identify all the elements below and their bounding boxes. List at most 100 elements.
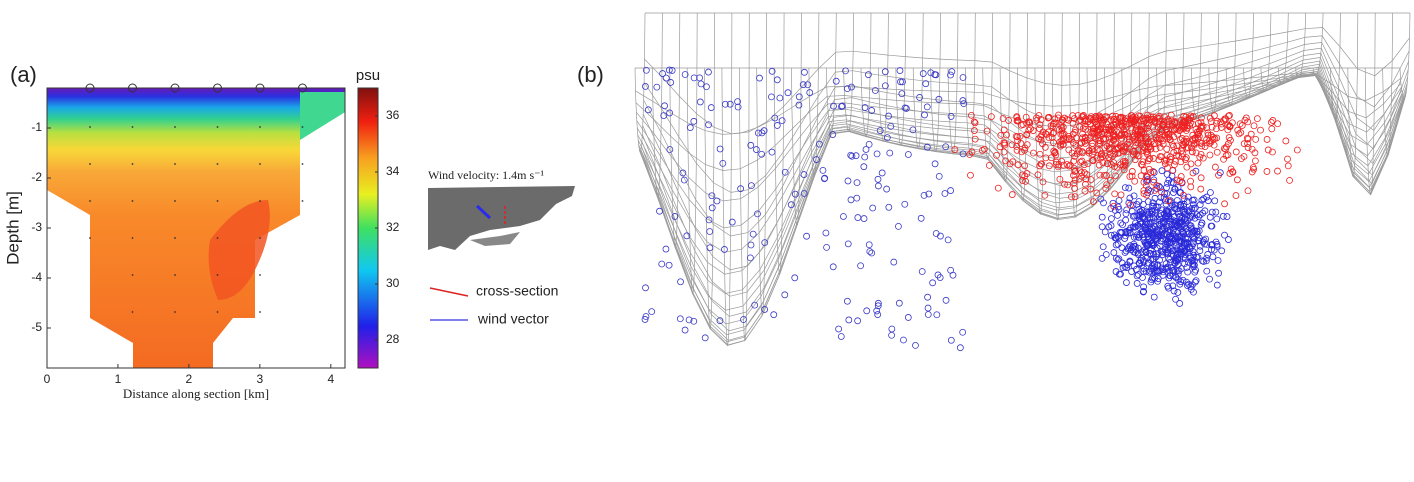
particle <box>691 118 697 124</box>
particle <box>875 312 881 318</box>
particle <box>874 151 880 157</box>
panel-a: (a)01234-5-4-3-2-1Distance along section… <box>3 62 399 401</box>
particle <box>854 195 860 201</box>
particle <box>922 112 928 118</box>
panel-label: (b) <box>577 62 604 87</box>
particle <box>1184 164 1190 170</box>
particle <box>1248 131 1254 137</box>
particle <box>1204 268 1210 274</box>
particle <box>948 337 954 343</box>
particle <box>866 242 872 248</box>
particle <box>1208 119 1214 125</box>
particle <box>896 300 902 306</box>
particle <box>1123 280 1129 286</box>
mesh-line <box>1191 13 1201 119</box>
particle <box>920 71 926 77</box>
colorbar-tick-label: 32 <box>386 220 400 234</box>
legend-swatch <box>430 288 468 296</box>
particle <box>932 161 938 167</box>
particle <box>1135 272 1141 278</box>
particle <box>677 316 683 322</box>
sample-dot <box>217 311 219 313</box>
x-tick-label: 4 <box>327 372 334 386</box>
particle <box>1270 117 1276 123</box>
particle <box>750 231 756 237</box>
sample-dot <box>259 311 261 313</box>
particle <box>1082 188 1088 194</box>
sample-dot <box>259 200 261 202</box>
sample-dot <box>259 126 261 128</box>
particle <box>705 69 711 75</box>
mesh-line <box>757 13 767 315</box>
particle <box>948 267 954 273</box>
y-tick-label: -3 <box>31 220 42 234</box>
particle <box>1099 214 1105 220</box>
x-axis-label: Distance along section [km] <box>123 386 269 401</box>
particle <box>769 149 775 155</box>
particle <box>774 122 780 128</box>
particle <box>1129 168 1135 174</box>
particle <box>820 167 826 173</box>
particle <box>747 255 753 261</box>
particle <box>1198 222 1204 228</box>
sample-dot <box>132 126 134 128</box>
legend-label: cross-section <box>476 283 558 299</box>
particle <box>657 208 663 214</box>
particle <box>986 162 992 168</box>
particle <box>861 216 867 222</box>
particle <box>952 147 958 153</box>
particle <box>1243 115 1249 121</box>
y-tick-label: -1 <box>31 120 42 134</box>
particle <box>967 172 973 178</box>
particle <box>785 90 791 96</box>
particle <box>855 215 861 221</box>
particle <box>1118 192 1124 198</box>
sample-dot <box>174 274 176 276</box>
particle <box>1112 191 1118 197</box>
sample-dot <box>217 274 219 276</box>
particle <box>1213 209 1219 215</box>
particle <box>687 125 693 131</box>
particle <box>771 312 777 318</box>
particle <box>838 333 844 339</box>
particle <box>1040 179 1046 185</box>
particle <box>884 186 890 192</box>
colorbar-tick-label: 30 <box>386 276 400 290</box>
particle <box>867 248 873 254</box>
particle <box>796 94 802 100</box>
particle <box>1009 192 1015 198</box>
particle <box>777 95 783 101</box>
particle <box>840 213 846 219</box>
particle <box>801 69 807 75</box>
sample-dot <box>302 200 304 202</box>
particle <box>1170 190 1176 196</box>
particle <box>1108 216 1114 222</box>
particle <box>971 128 977 134</box>
sample-dot <box>132 200 134 202</box>
particle <box>1111 250 1117 256</box>
particle <box>659 261 665 267</box>
particle <box>1188 184 1194 190</box>
particle <box>698 81 704 87</box>
mesh-line <box>774 13 784 275</box>
particle <box>654 84 660 90</box>
mesh-line <box>1278 13 1288 84</box>
particle <box>836 326 842 332</box>
particle <box>1269 126 1275 132</box>
particle <box>943 297 949 303</box>
y-axis-label: Depth [m] <box>3 191 22 265</box>
colorbar-tick-label: 36 <box>386 108 400 122</box>
particle <box>753 147 759 153</box>
sample-dot <box>174 237 176 239</box>
particle <box>919 269 925 275</box>
particle <box>830 264 836 270</box>
particle <box>1264 168 1270 174</box>
mesh-line <box>640 73 1405 335</box>
particle <box>807 90 813 96</box>
particle <box>782 292 788 298</box>
particle <box>918 215 924 221</box>
particle <box>709 205 715 211</box>
particle <box>1118 220 1124 226</box>
particle <box>729 219 735 225</box>
particle <box>1233 149 1239 155</box>
